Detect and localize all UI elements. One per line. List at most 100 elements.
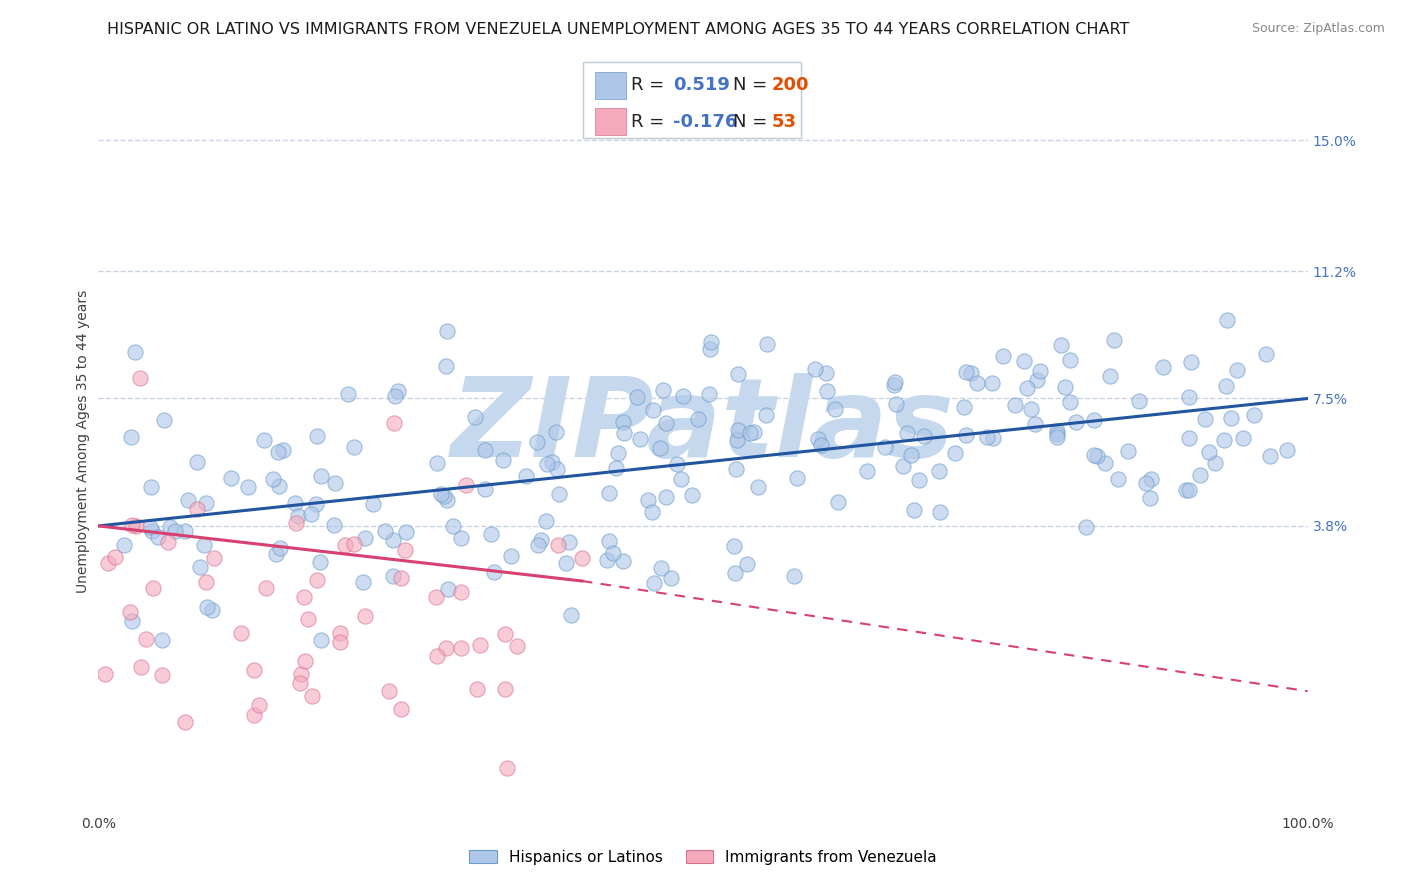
Point xyxy=(1258,449,1281,463)
Point xyxy=(141,524,163,538)
Point xyxy=(243,663,266,677)
Point xyxy=(1135,476,1157,491)
Point xyxy=(174,524,197,538)
Point xyxy=(654,416,676,430)
Point xyxy=(201,603,224,617)
Point xyxy=(1215,379,1237,393)
Point xyxy=(655,491,678,505)
Point xyxy=(727,368,749,382)
Point xyxy=(1083,448,1105,462)
Point xyxy=(236,480,259,494)
Point xyxy=(827,495,849,509)
Point xyxy=(354,609,377,624)
Point xyxy=(1046,430,1069,444)
Point xyxy=(1232,432,1254,446)
Point xyxy=(688,411,710,425)
Text: R =: R = xyxy=(631,112,671,130)
Point xyxy=(783,569,806,583)
Point xyxy=(1194,412,1216,426)
Point xyxy=(612,554,634,568)
Point xyxy=(142,581,165,595)
Point xyxy=(394,543,416,558)
Point xyxy=(156,535,179,549)
Point xyxy=(195,496,218,510)
Point xyxy=(94,667,117,681)
Point xyxy=(242,707,264,722)
Point xyxy=(602,546,624,560)
Point xyxy=(991,349,1014,363)
Point xyxy=(266,547,288,561)
Point xyxy=(1226,362,1249,376)
Point xyxy=(173,715,195,730)
Point xyxy=(202,551,225,566)
Point xyxy=(96,556,118,570)
Point xyxy=(494,626,516,640)
Point xyxy=(515,468,537,483)
Point xyxy=(810,438,832,452)
Point xyxy=(135,632,157,646)
Point xyxy=(659,571,682,585)
Point xyxy=(267,478,290,492)
Point xyxy=(650,561,672,575)
Point xyxy=(755,408,778,422)
Point xyxy=(309,555,332,569)
Point xyxy=(384,389,406,403)
Point xyxy=(436,582,458,597)
Point xyxy=(118,605,141,619)
Point xyxy=(450,584,472,599)
Point xyxy=(605,461,627,475)
Point xyxy=(612,415,634,429)
Point xyxy=(353,532,375,546)
Point xyxy=(436,324,458,338)
Point xyxy=(426,456,449,470)
Point xyxy=(1074,519,1097,533)
Point xyxy=(1054,380,1077,394)
Point xyxy=(120,430,142,444)
Point xyxy=(824,402,846,417)
Point xyxy=(186,502,208,516)
Point xyxy=(436,493,458,508)
Point xyxy=(292,590,315,604)
Point xyxy=(669,471,692,485)
Point xyxy=(150,667,173,681)
Point xyxy=(262,472,284,486)
Point xyxy=(139,480,162,494)
Legend: Hispanics or Latinos, Immigrants from Venezuela: Hispanics or Latinos, Immigrants from Ve… xyxy=(463,844,943,871)
Point xyxy=(953,400,976,414)
Point xyxy=(1243,408,1265,422)
Point xyxy=(724,462,747,476)
Point xyxy=(301,689,323,703)
Point xyxy=(378,684,401,698)
Point xyxy=(637,492,659,507)
Point xyxy=(1256,347,1278,361)
Point xyxy=(875,440,897,454)
Point xyxy=(352,575,374,590)
Point xyxy=(1021,401,1043,416)
Point xyxy=(335,538,357,552)
Point xyxy=(150,632,173,647)
Point xyxy=(494,681,516,696)
Point xyxy=(1180,354,1202,368)
Point xyxy=(1174,483,1197,498)
Point xyxy=(294,654,316,668)
Point xyxy=(650,442,672,456)
Point xyxy=(641,403,664,417)
Point xyxy=(546,462,568,476)
Text: 0.519: 0.519 xyxy=(673,76,730,95)
Point xyxy=(430,487,453,501)
Point xyxy=(254,581,277,595)
Point xyxy=(737,557,759,571)
Point xyxy=(1275,443,1298,458)
Point xyxy=(441,519,464,533)
Point xyxy=(1102,333,1125,347)
Point xyxy=(434,359,457,373)
Point xyxy=(807,432,830,446)
Point xyxy=(1029,363,1052,377)
Point xyxy=(305,497,328,511)
Point xyxy=(1178,483,1201,497)
Point xyxy=(1085,449,1108,463)
Point xyxy=(1204,456,1226,470)
Point xyxy=(325,476,347,491)
Point xyxy=(884,397,907,411)
Point xyxy=(1198,445,1220,459)
